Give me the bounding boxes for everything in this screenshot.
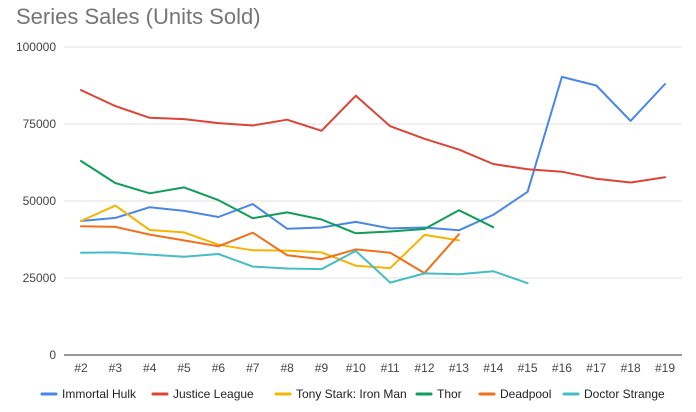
series-line-doctor-strange	[80, 249, 529, 285]
y-tick-label: 0	[49, 348, 56, 362]
x-tick-label: #2	[74, 361, 88, 375]
x-tick-label: #10	[346, 361, 366, 375]
series-line-thor	[80, 160, 495, 235]
series-line-deadpool	[80, 225, 460, 275]
y-tick-label: 50000	[23, 194, 57, 208]
legend-label-justice-league: Justice League	[173, 387, 254, 401]
legend-label-immortal-hulk: Immortal Hulk	[62, 387, 137, 401]
y-tick-label: 75000	[23, 117, 57, 131]
x-tick-label: #4	[143, 361, 157, 375]
x-tick-label: #18	[621, 361, 641, 375]
x-tick-label: #6	[212, 361, 226, 375]
x-tick-label: #3	[109, 361, 123, 375]
x-tick-label: #13	[449, 361, 469, 375]
legend-label-tony-stark-iron-man: Tony Stark: Iron Man	[296, 387, 407, 401]
x-tick-label: #7	[246, 361, 260, 375]
chart-title: Series Sales (Units Sold)	[16, 4, 261, 29]
x-tick-label: #11	[381, 361, 400, 375]
series-line-immortal-hulk	[80, 75, 666, 232]
series-line-tony-stark-iron-man	[80, 204, 460, 270]
x-tick-label: #9	[315, 361, 329, 375]
x-tick-label: #17	[586, 361, 606, 375]
x-tick-label: #14	[483, 361, 503, 375]
y-tick-label: 100000	[16, 40, 56, 54]
legend-label-deadpool: Deadpool	[500, 387, 551, 401]
x-tick-label: #19	[655, 361, 675, 375]
x-tick-label: #5	[177, 361, 191, 375]
legend-label-doctor-strange: Doctor Strange	[584, 387, 665, 401]
legend-label-thor: Thor	[437, 387, 462, 401]
x-tick-label: #15	[518, 361, 538, 375]
x-tick-label: #12	[415, 361, 435, 375]
x-tick-label: #16	[552, 361, 572, 375]
x-tick-label: #8	[280, 361, 294, 375]
y-tick-label: 25000	[23, 271, 57, 285]
series-line-justice-league	[80, 89, 666, 184]
